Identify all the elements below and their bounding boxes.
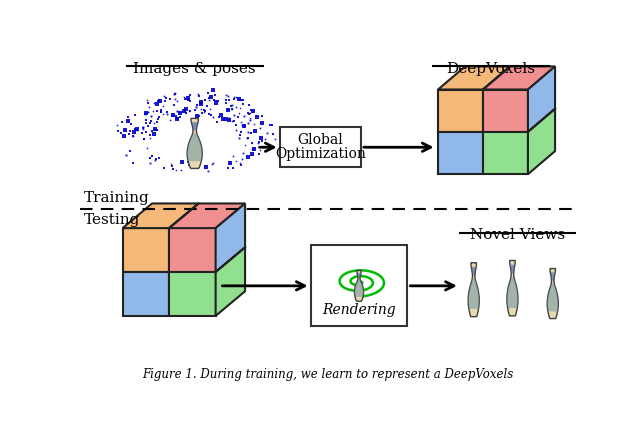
- Polygon shape: [169, 272, 216, 316]
- Polygon shape: [468, 279, 479, 309]
- Polygon shape: [483, 132, 528, 174]
- Polygon shape: [547, 269, 558, 319]
- Polygon shape: [357, 273, 361, 278]
- Polygon shape: [355, 280, 364, 297]
- Polygon shape: [169, 228, 216, 272]
- FancyBboxPatch shape: [280, 127, 361, 167]
- Polygon shape: [216, 247, 245, 316]
- Polygon shape: [355, 270, 364, 301]
- Text: Figure 1. During training, we learn to represent a DeepVoxels: Figure 1. During training, we learn to r…: [142, 368, 514, 381]
- Polygon shape: [438, 132, 483, 174]
- Text: DeepVoxels: DeepVoxels: [446, 62, 535, 76]
- Polygon shape: [123, 228, 169, 272]
- Polygon shape: [187, 133, 202, 161]
- Polygon shape: [187, 119, 202, 168]
- FancyBboxPatch shape: [310, 245, 408, 326]
- Polygon shape: [483, 66, 555, 90]
- Text: Testing: Testing: [84, 212, 140, 227]
- Polygon shape: [528, 109, 555, 174]
- Polygon shape: [483, 90, 528, 132]
- Text: Training: Training: [84, 191, 150, 205]
- Polygon shape: [123, 272, 169, 316]
- Polygon shape: [123, 204, 198, 228]
- Polygon shape: [528, 66, 555, 132]
- Polygon shape: [216, 204, 245, 272]
- Text: Rendering: Rendering: [322, 303, 396, 317]
- Polygon shape: [507, 277, 518, 308]
- Polygon shape: [550, 272, 556, 280]
- Text: Novel Views: Novel Views: [470, 228, 565, 242]
- Polygon shape: [468, 263, 479, 317]
- Polygon shape: [507, 261, 518, 316]
- Polygon shape: [510, 265, 515, 274]
- Text: Optimization: Optimization: [275, 147, 365, 161]
- Text: Global: Global: [298, 133, 343, 147]
- Polygon shape: [438, 66, 510, 90]
- Polygon shape: [547, 283, 558, 312]
- Polygon shape: [438, 90, 483, 132]
- Polygon shape: [169, 204, 245, 228]
- Polygon shape: [471, 267, 476, 276]
- Polygon shape: [191, 122, 198, 130]
- Text: Images & poses: Images & poses: [133, 62, 256, 76]
